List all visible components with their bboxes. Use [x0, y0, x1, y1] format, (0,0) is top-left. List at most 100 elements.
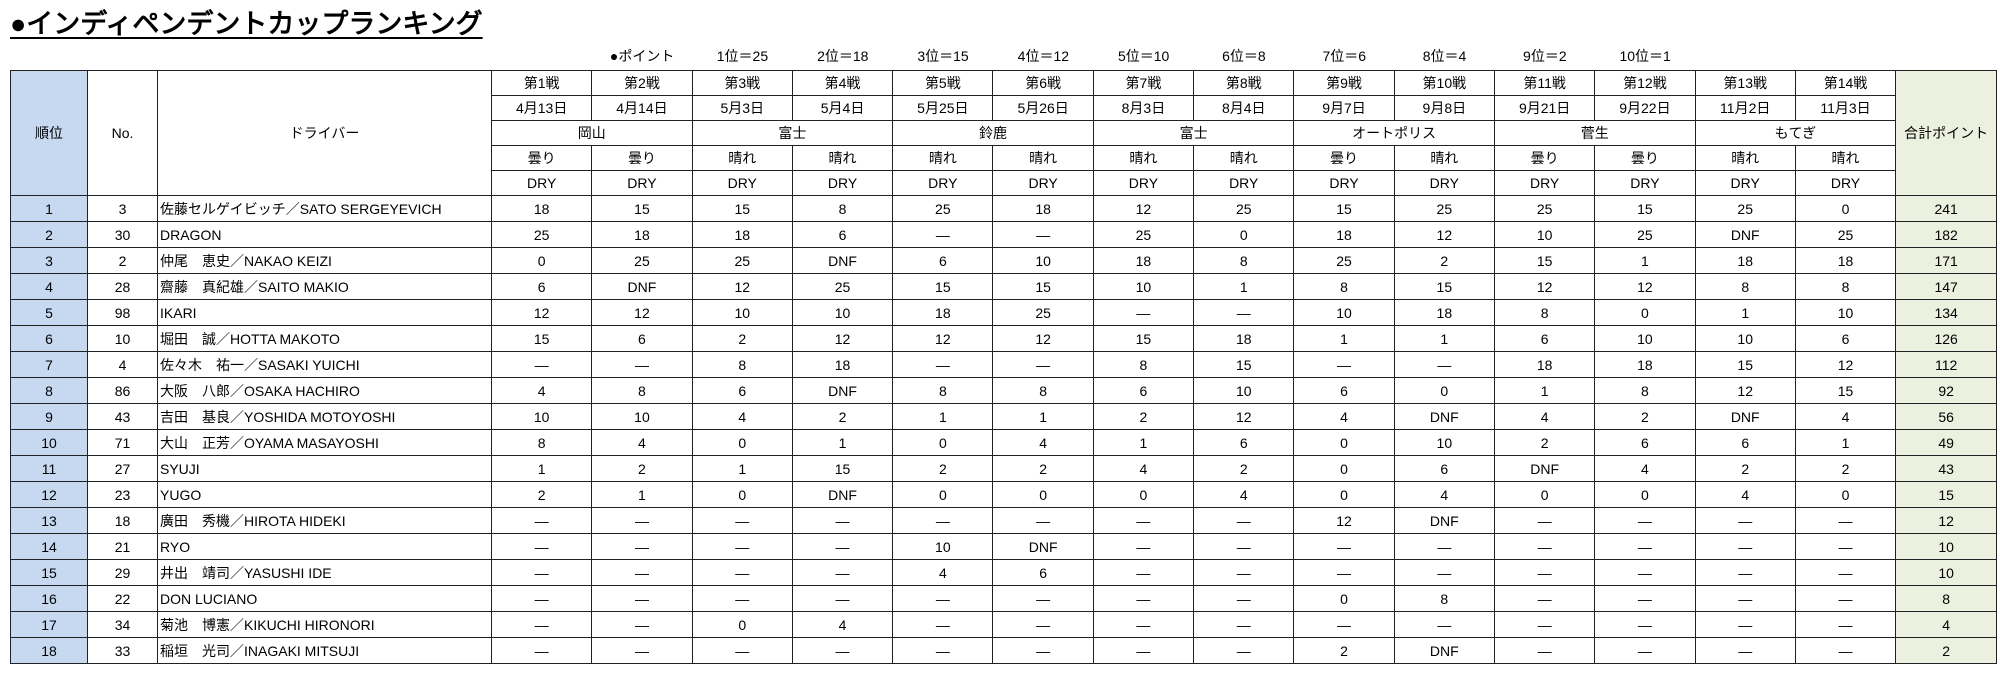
result-cell: 15: [1092, 325, 1195, 352]
round-track-condition: DRY: [1393, 170, 1495, 196]
result-cell: 25: [591, 247, 693, 274]
result-cell: 0: [992, 481, 1094, 508]
result-cell: 18: [1794, 247, 1897, 274]
result-cell: 15: [490, 325, 593, 352]
result-cell: 6: [1193, 429, 1295, 456]
driver-cell: 菊池 博憲／KIKUCHI HIRONORI: [157, 611, 492, 638]
result-cell: 0: [1293, 585, 1395, 612]
round-weather: 晴れ: [1092, 145, 1195, 171]
round-track-condition: DRY: [490, 170, 593, 196]
result-cell: —: [1092, 611, 1195, 638]
result-cell: —: [1794, 533, 1897, 560]
round-weather: 曇り: [1493, 145, 1596, 171]
round-weather: 曇り: [591, 145, 693, 171]
points-legend-item: 4位＝12: [1017, 48, 1070, 64]
result-cell: —: [1393, 559, 1495, 586]
round-date: 5月3日: [691, 95, 793, 121]
points-legend-item: 2位＝18: [817, 48, 869, 64]
result-cell: 12: [992, 325, 1094, 352]
result-cell: —: [490, 507, 593, 534]
total-points-cell: 4: [1895, 611, 1998, 638]
car-number-cell: 4: [87, 351, 158, 378]
rank-cell: 16: [10, 585, 88, 612]
result-cell: 10: [490, 403, 593, 430]
result-cell: 10: [791, 299, 894, 326]
result-cell: 4: [1493, 403, 1596, 430]
header-rank: 順位: [10, 70, 88, 196]
round-label: 第10戦: [1393, 70, 1495, 96]
result-cell: 1: [1293, 325, 1395, 352]
result-cell: —: [490, 533, 593, 560]
result-cell: 4: [1193, 481, 1295, 508]
car-number-cell: 33: [87, 637, 158, 664]
car-number-cell: 18: [87, 507, 158, 534]
header-row-track: DRY DRY DRY DRY DRY DRY DRY DRY DRY DRY DRY DRY DRY D…: [11, 170, 1997, 196]
round-label: 第7戦: [1092, 70, 1195, 96]
rank-cell: 18: [10, 637, 88, 664]
result-cell: 1: [490, 455, 593, 482]
result-cell: 8: [1393, 585, 1495, 612]
result-cell: —: [1193, 637, 1295, 664]
result-cell: 2: [1794, 455, 1897, 482]
result-cell: 0: [892, 429, 994, 456]
result-cell: 10: [892, 533, 994, 560]
round-weather: 晴れ: [992, 145, 1094, 171]
header-row-round: 順位 No. ドライバー 第1戦 第2戦 第3戦 第4戦 第5戦 第6戦 第7戦 第8戦 第9戦 第10…: [10, 70, 1998, 196]
result-cell: 15: [1493, 247, 1596, 274]
result-cell: —: [992, 637, 1094, 664]
result-cell: 10: [591, 403, 693, 430]
result-cell: 4: [591, 429, 693, 456]
round-track-condition: DRY: [591, 170, 693, 196]
venue: オートポリス: [1293, 120, 1495, 146]
result-cell: 2: [1293, 637, 1395, 664]
result-cell: 25: [1293, 247, 1395, 274]
result-cell: 8: [490, 429, 593, 456]
result-cell: 15: [1594, 195, 1696, 222]
driver-cell: RYO: [157, 533, 492, 560]
total-points-cell: 182: [1895, 221, 1998, 248]
result-cell: 25: [992, 299, 1094, 326]
result-cell: DNF: [1694, 403, 1796, 430]
table-row: 14 21 RYO — — — —10 DNF — — — — — — — —10: [10, 533, 1998, 560]
table-row: 1 3 佐藤セルゲイビッチ／SATO SERGEYEVICH 18 15 15 8 25 18 1…: [10, 195, 1998, 222]
result-cell: —: [1493, 611, 1596, 638]
result-cell: DNF: [791, 481, 894, 508]
result-cell: —: [1794, 611, 1897, 638]
car-number-cell: 29: [87, 559, 158, 586]
result-cell: 15: [992, 273, 1094, 300]
rank-cell: 8: [10, 377, 88, 404]
result-cell: 1: [1694, 299, 1796, 326]
round-date: 5月26日: [992, 95, 1094, 121]
result-cell: —: [1393, 351, 1495, 378]
result-cell: —: [992, 585, 1094, 612]
result-cell: 1: [1493, 377, 1596, 404]
round-label: 第13戦: [1694, 70, 1796, 96]
round-track-condition: DRY: [1293, 170, 1395, 196]
result-cell: —: [1594, 637, 1696, 664]
result-cell: 4: [992, 429, 1094, 456]
result-cell: 2: [1092, 403, 1195, 430]
result-cell: 4: [1393, 481, 1495, 508]
car-number-cell: 98: [87, 299, 158, 326]
result-cell: —: [1694, 585, 1796, 612]
venue: 菅生: [1493, 120, 1696, 146]
table-row: 4 28 齋藤 真紀雄／SAITO MAKIO 6 DNF 12 25 15 15 10 1 8 15 1…: [10, 273, 1998, 300]
result-cell: 18: [791, 351, 894, 378]
table-row: 3 2 仲尾 恵史／NAKAO KEIZI 0 25 25 DNF 6 10 18 8 25 2 15 1 1…: [10, 247, 1998, 274]
table-row: 16 22 DON LUCIANO — — — — — — — —0 8— — — —8: [10, 585, 1998, 612]
result-cell: 0: [1193, 221, 1295, 248]
result-cell: 8: [892, 377, 994, 404]
result-cell: —: [490, 637, 593, 664]
driver-cell: 大阪 八郎／OSAKA HACHIRO: [157, 377, 492, 404]
driver-cell: 齋藤 真紀雄／SAITO MAKIO: [157, 273, 492, 300]
round-label: 第9戦: [1293, 70, 1395, 96]
result-cell: 18: [1092, 247, 1195, 274]
result-cell: 4: [490, 377, 593, 404]
result-cell: 18: [1493, 351, 1596, 378]
result-cell: —: [892, 507, 994, 534]
driver-cell: 稲垣 光司／INAGAKI MITSUJI: [157, 637, 492, 664]
rank-cell: 14: [10, 533, 88, 560]
result-cell: 18: [1594, 351, 1696, 378]
rank-cell: 5: [10, 299, 88, 326]
result-cell: —: [1193, 585, 1295, 612]
